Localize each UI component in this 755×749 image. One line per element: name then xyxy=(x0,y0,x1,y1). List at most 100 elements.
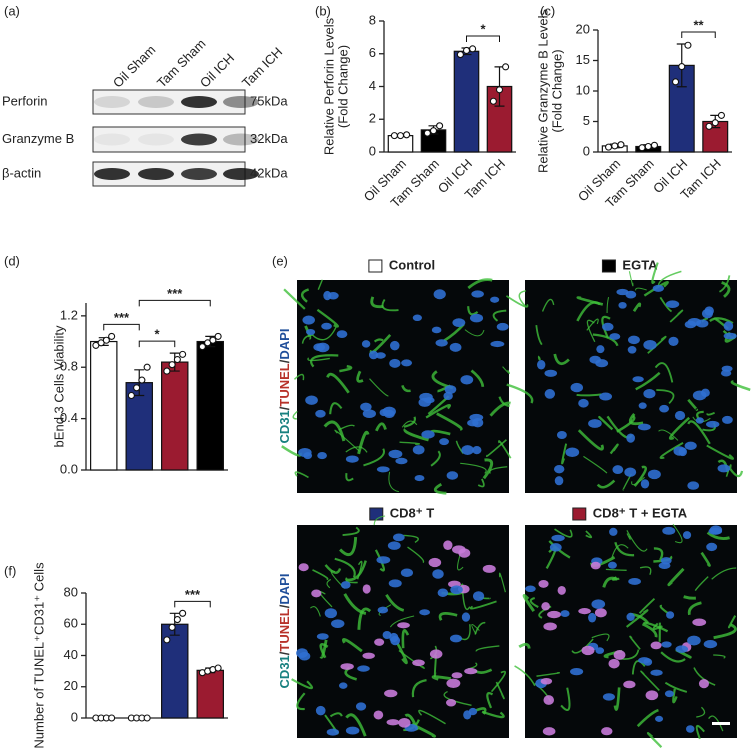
nucleus xyxy=(628,577,641,585)
data-point xyxy=(173,355,181,364)
cd31-fiber xyxy=(664,681,688,693)
nucleus xyxy=(706,542,718,552)
cd31-fiber xyxy=(489,401,511,417)
nucleus xyxy=(362,409,376,418)
cd31-fiber xyxy=(672,523,683,544)
nucleus xyxy=(652,284,665,292)
cd31-fiber xyxy=(605,568,627,571)
cd31-fiber xyxy=(316,308,339,328)
nucleus xyxy=(469,413,484,422)
nucleus xyxy=(581,645,595,656)
y-axis-label: (Fold Change) xyxy=(549,49,564,132)
nucleus xyxy=(717,464,731,473)
nucleus xyxy=(560,610,570,618)
nucleus xyxy=(650,641,662,650)
cd31-fiber xyxy=(481,710,505,719)
nucleus xyxy=(298,563,309,572)
nucleus xyxy=(324,608,337,619)
cd31-fiber xyxy=(706,444,734,460)
nucleus xyxy=(609,333,621,340)
data-point xyxy=(684,41,692,49)
nucleus xyxy=(412,314,422,322)
nucleus xyxy=(601,727,613,736)
data-point xyxy=(214,332,222,340)
data-point xyxy=(209,336,217,344)
data-point xyxy=(214,664,222,672)
cd31-fiber xyxy=(357,430,370,455)
nucleus xyxy=(482,564,496,573)
cd31-fiber xyxy=(490,670,507,693)
data-point xyxy=(711,119,719,127)
nucleus xyxy=(387,541,401,550)
cd31-fiber xyxy=(374,549,386,572)
blot-band xyxy=(94,133,130,146)
cd31-fiber xyxy=(687,420,711,445)
cd31-fiber xyxy=(482,458,494,480)
cd31-fiber xyxy=(518,290,527,307)
y-axis-label: bEnd.3 Cells Viability xyxy=(51,325,66,447)
legend-label: CD8⁺ T + EGTA xyxy=(593,505,688,520)
nucleus xyxy=(687,635,701,646)
cd31-fiber xyxy=(461,590,471,611)
y-tick-label: 4 xyxy=(369,78,376,93)
nucleus xyxy=(302,315,315,325)
cd31-fiber xyxy=(537,355,541,361)
cd31-fiber xyxy=(375,422,387,432)
channel-label: CD31/TUNEL/DAPI xyxy=(277,574,292,689)
nucleus xyxy=(706,420,720,428)
nucleus xyxy=(446,699,457,707)
nucleus xyxy=(537,359,546,370)
cd31-fiber xyxy=(561,443,568,465)
cd31-fiber xyxy=(635,371,661,391)
data-point xyxy=(173,616,181,624)
channel-part: / xyxy=(277,359,292,363)
nucleus xyxy=(443,540,453,550)
legend-label: Control xyxy=(389,257,435,272)
nucleus xyxy=(450,585,463,595)
cd31-fiber xyxy=(477,478,485,488)
cd31-fiber xyxy=(433,483,447,495)
nucleus xyxy=(599,392,613,401)
cd31-fiber xyxy=(407,546,425,564)
blot-band xyxy=(138,133,174,146)
data-point xyxy=(143,363,151,371)
data-point xyxy=(650,141,658,149)
cd31-fiber xyxy=(635,287,647,291)
nucleus xyxy=(467,419,479,427)
nucleus xyxy=(616,288,629,296)
legend-label: EGTA xyxy=(622,257,658,272)
cd31-fiber xyxy=(591,633,610,642)
nucleus xyxy=(469,313,484,323)
panel-label: (f) xyxy=(4,563,16,578)
cd31-fiber xyxy=(373,338,384,343)
cd31-fiber xyxy=(683,595,696,600)
legend-swatch xyxy=(369,507,384,521)
micrograph xyxy=(525,280,737,493)
cd31-fiber xyxy=(502,366,510,374)
nucleus xyxy=(544,389,556,399)
y-tick-label: 0.8 xyxy=(60,359,78,374)
cd31-fiber xyxy=(506,383,534,404)
nucleus xyxy=(723,332,737,340)
nucleus xyxy=(472,591,485,602)
nucleus xyxy=(428,557,442,568)
nucleus xyxy=(674,410,686,421)
cd31-fiber xyxy=(300,288,310,303)
nucleus xyxy=(549,543,562,552)
cd31-fiber xyxy=(606,296,610,314)
nucleus xyxy=(326,728,340,736)
cd31-fiber xyxy=(535,325,543,346)
nucleus xyxy=(373,710,384,720)
cd31-fiber xyxy=(312,326,337,341)
blot-band xyxy=(223,133,259,146)
cd31-fiber xyxy=(403,416,416,428)
y-tick-label: 2 xyxy=(369,111,376,126)
nucleus xyxy=(412,659,425,667)
bar xyxy=(196,669,224,719)
nucleus xyxy=(321,322,332,330)
cd31-fiber xyxy=(338,424,355,431)
nucleus xyxy=(379,408,388,417)
nucleus xyxy=(389,632,399,643)
nucleus xyxy=(695,417,704,424)
nucleus xyxy=(460,375,474,385)
